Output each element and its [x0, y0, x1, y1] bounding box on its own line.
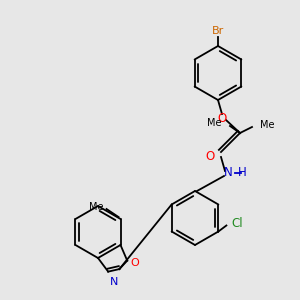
Text: O: O: [218, 112, 226, 124]
Text: N: N: [224, 167, 232, 179]
Text: H: H: [238, 167, 247, 179]
Text: Br: Br: [212, 26, 224, 36]
Text: Me: Me: [260, 120, 275, 130]
Text: O: O: [206, 151, 215, 164]
Text: Cl: Cl: [231, 217, 243, 230]
Text: O: O: [130, 258, 139, 268]
Text: Me: Me: [89, 202, 103, 212]
Text: N: N: [110, 277, 118, 286]
Text: Me: Me: [208, 118, 222, 128]
